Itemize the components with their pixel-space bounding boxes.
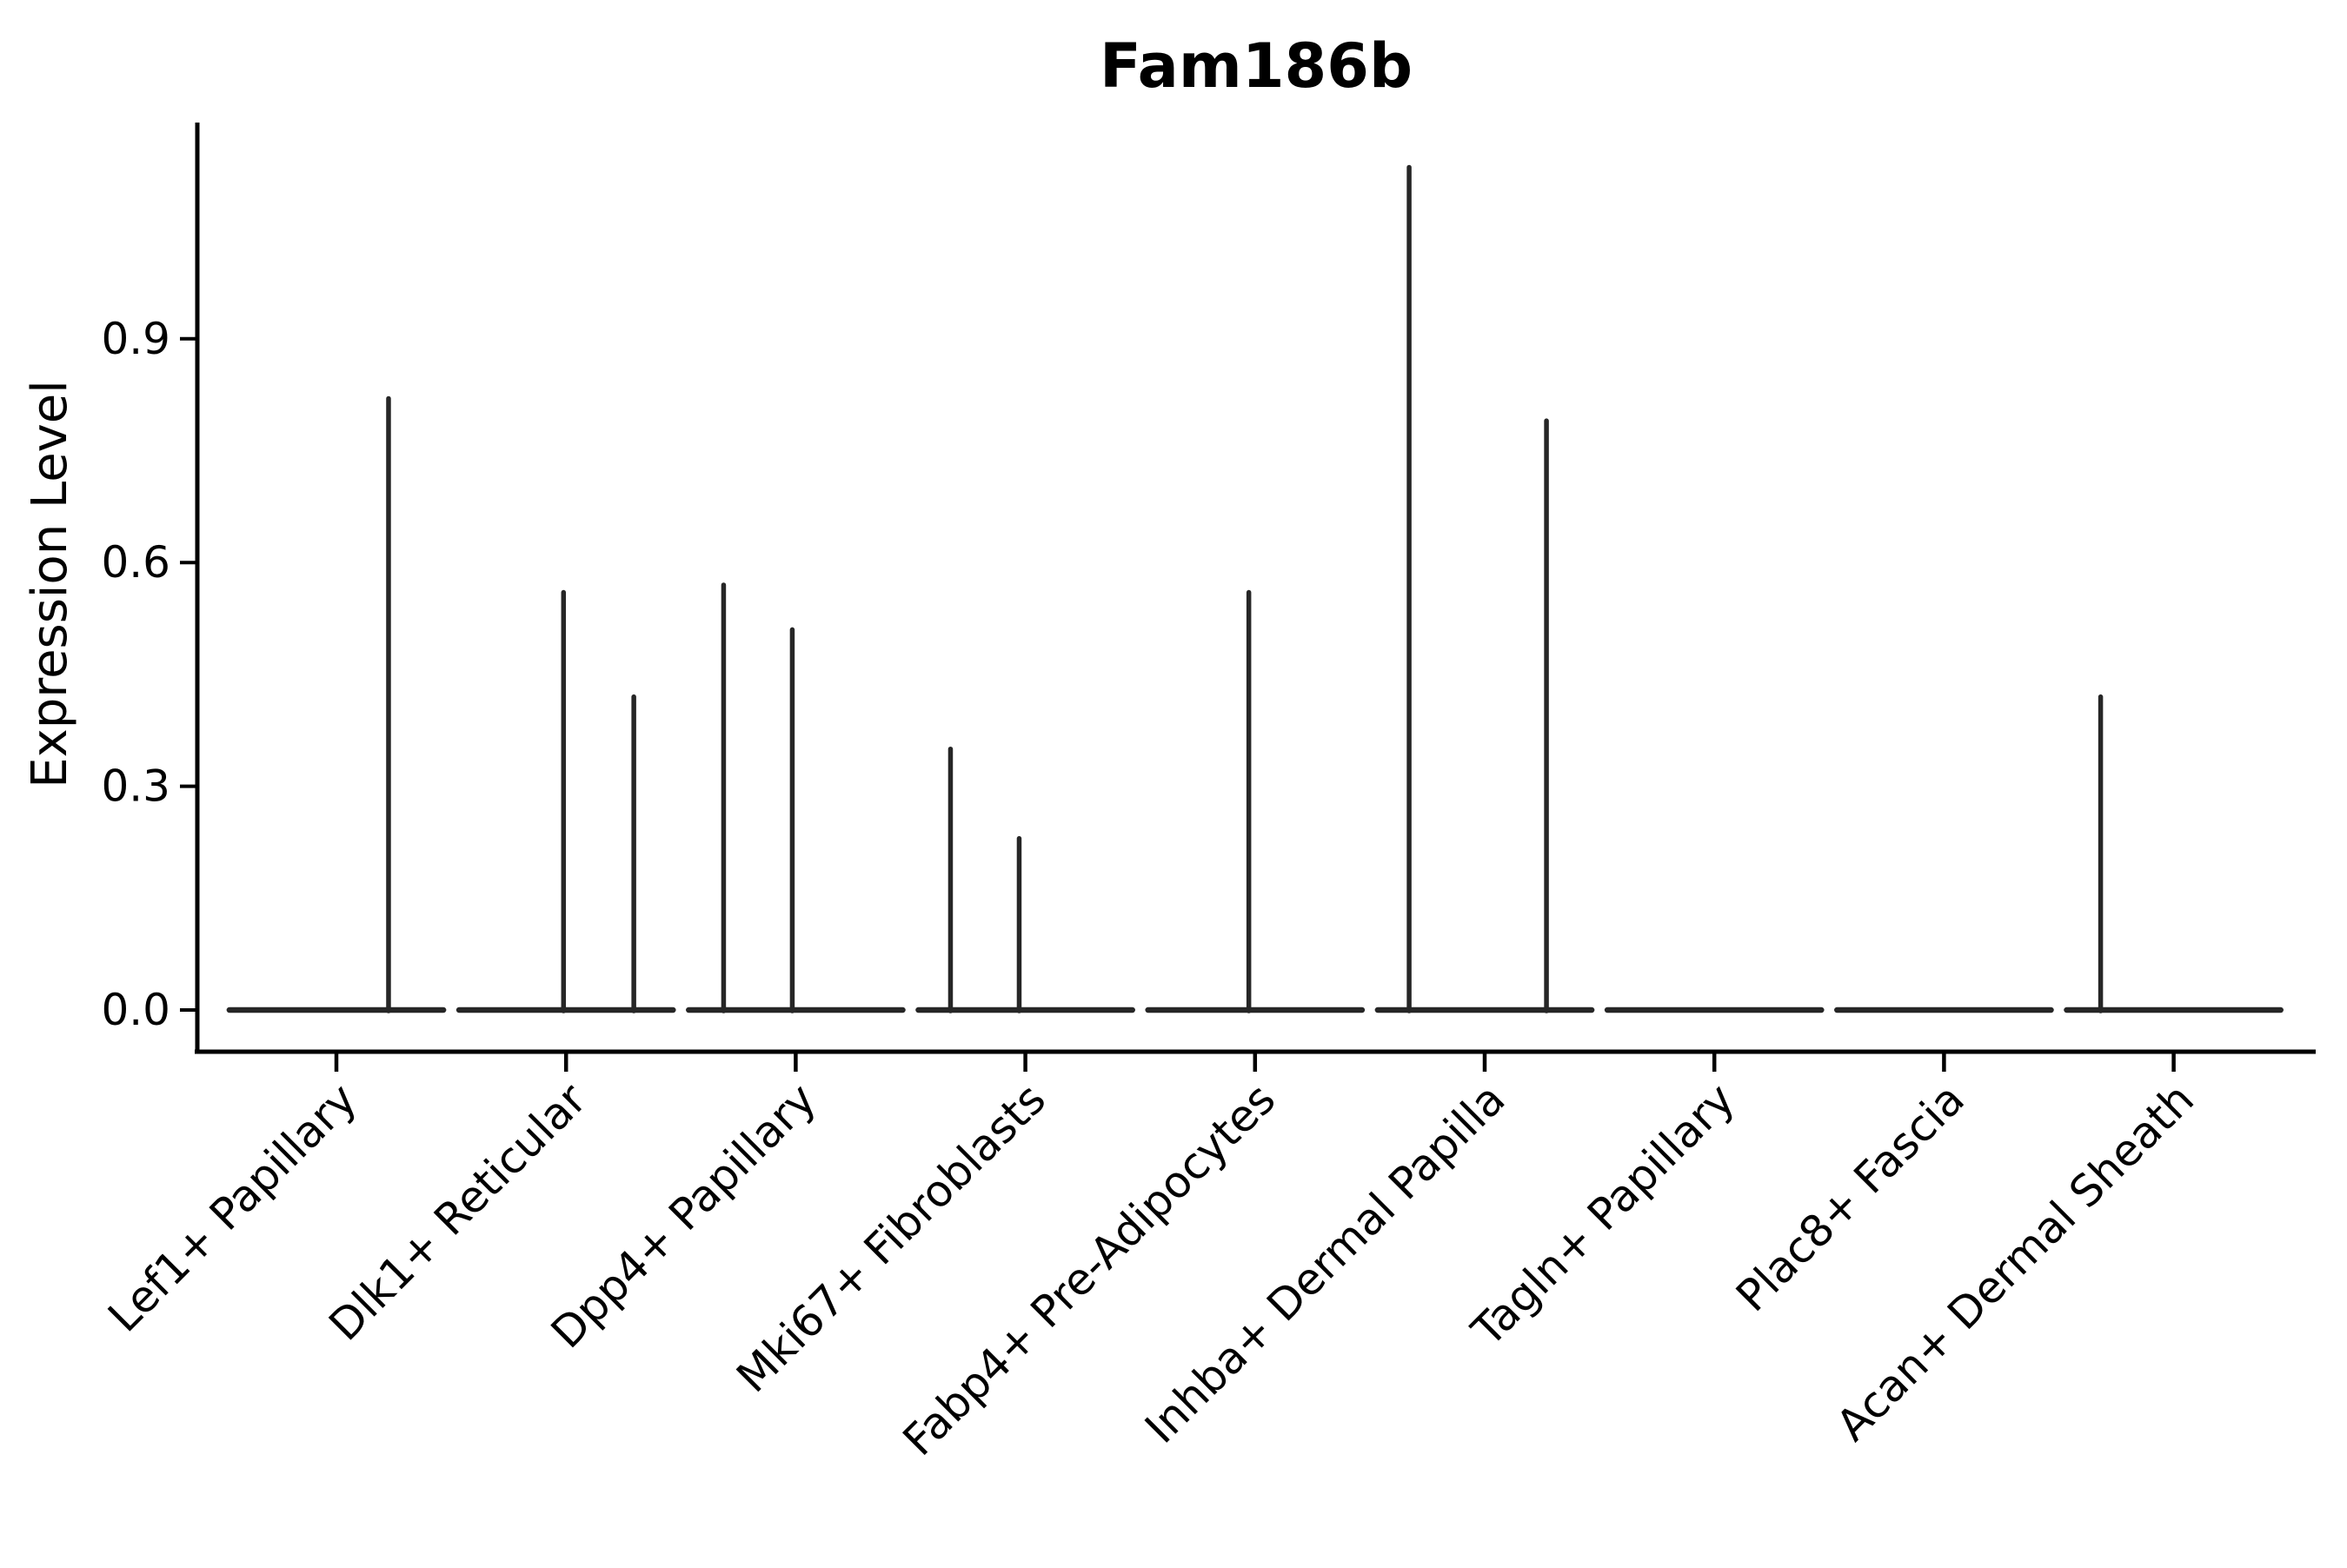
y-axis-ticks: 0.0 0.3 0.6 0.9 xyxy=(101,314,197,1035)
y-tick-label: 0.6 xyxy=(101,537,170,588)
x-tick-label: Plac8+ Fascia xyxy=(1726,1073,1974,1321)
y-axis-label: Expression Level xyxy=(22,380,78,788)
y-tick-label: 0.9 xyxy=(101,314,170,364)
violin-4 xyxy=(915,746,1135,1013)
y-tick-label: 0.0 xyxy=(101,985,170,1035)
violin-9 xyxy=(2064,694,2284,1013)
violins xyxy=(226,164,2284,1013)
chart-title: Fam186b xyxy=(1100,30,1413,102)
violin-3 xyxy=(686,582,906,1013)
violin-1 xyxy=(226,395,447,1013)
x-tick-label: Lef1+ Papillary xyxy=(98,1073,366,1341)
x-tick-label: Fabp4+ Pre-Adipocytes xyxy=(894,1073,1286,1465)
violin-2 xyxy=(455,589,676,1013)
y-tick-label: 0.3 xyxy=(101,761,170,812)
violin-6 xyxy=(1374,164,1595,1013)
violin-5 xyxy=(1145,589,1366,1013)
